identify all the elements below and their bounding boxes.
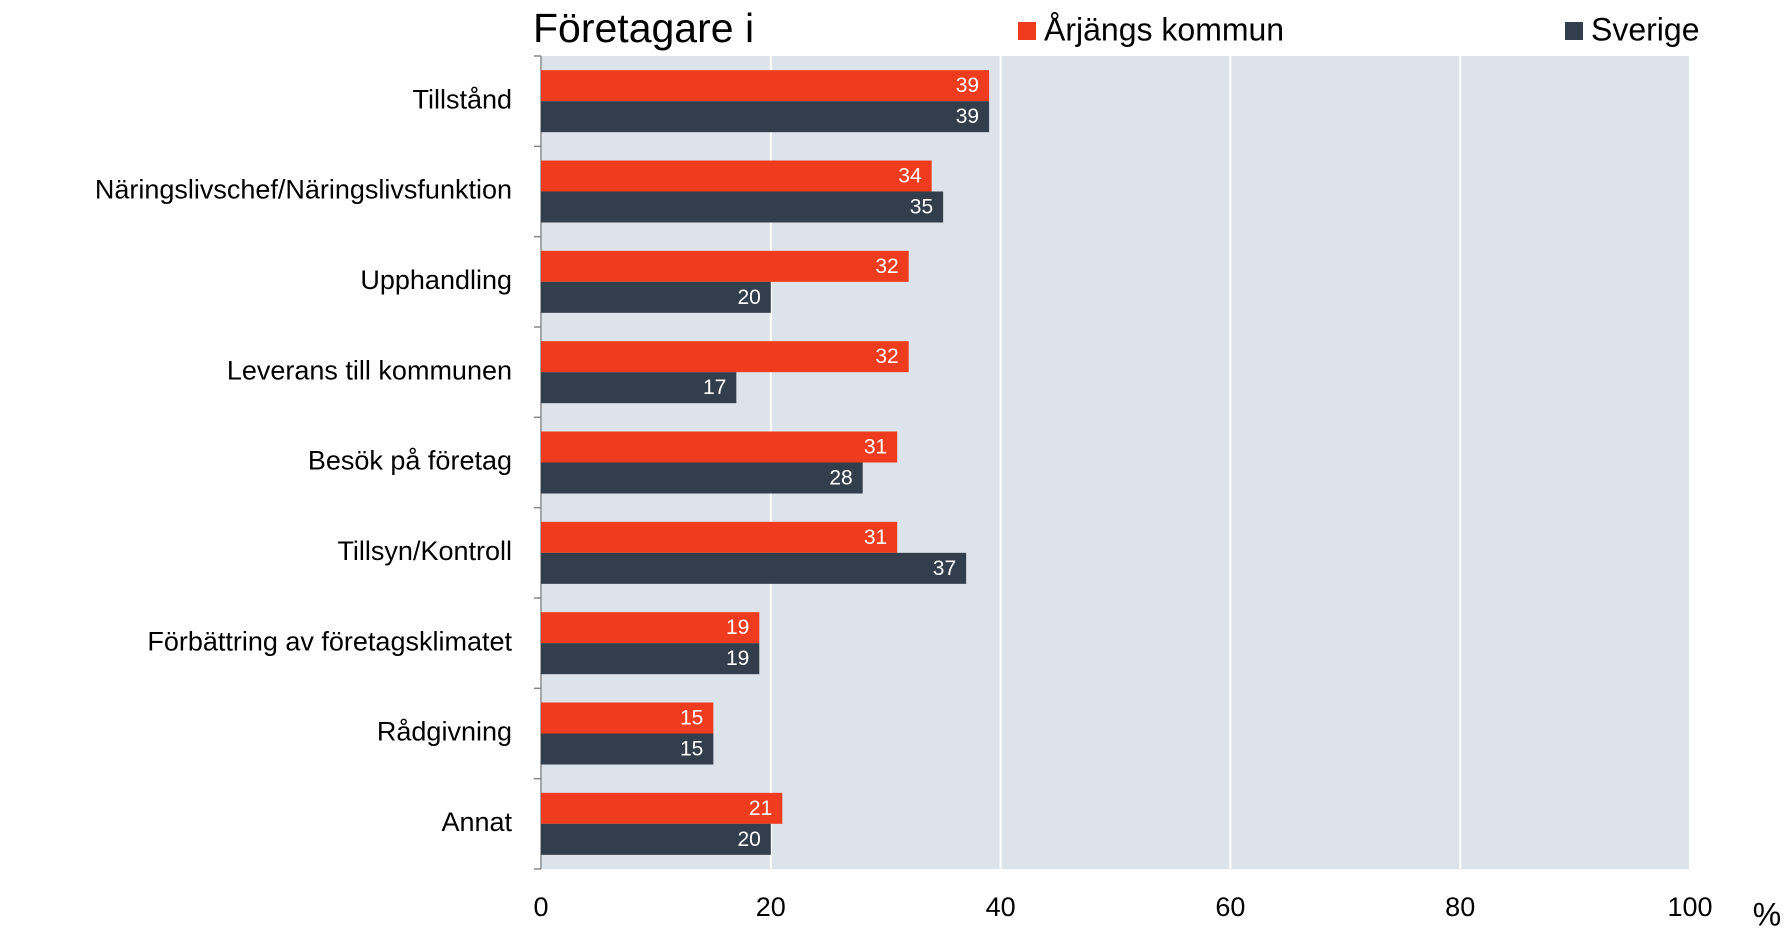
legend-label: Årjängs kommun: [1044, 11, 1284, 47]
value-label: 28: [829, 467, 852, 490]
bar: [541, 643, 760, 675]
x-tick-label: 20: [756, 892, 786, 922]
value-label: 35: [910, 196, 933, 219]
chart-title: Företagare i: [533, 5, 754, 51]
y-tick-label: Leverans till kommunen: [227, 355, 512, 385]
bar: [541, 733, 714, 765]
value-label: 32: [875, 345, 898, 368]
x-tick-label: 60: [1215, 892, 1245, 922]
value-label: 21: [749, 797, 772, 820]
legend-swatch: [1018, 22, 1036, 40]
bar: [541, 160, 932, 192]
bar: [541, 462, 863, 494]
y-tick-label: Besök på företag: [308, 446, 512, 476]
legend-swatch: [1565, 22, 1583, 40]
y-tick-label: Annat: [441, 807, 512, 837]
x-axis-label: %: [1753, 896, 1781, 931]
value-label: 19: [726, 647, 749, 670]
value-label: 19: [726, 616, 749, 639]
value-label: 34: [898, 165, 922, 188]
x-tick-label: 100: [1667, 892, 1712, 922]
value-label: 39: [956, 105, 979, 128]
x-tick-label: 0: [533, 892, 548, 922]
y-tick-label: Förbättring av företagsklimatet: [147, 626, 512, 656]
value-label: 15: [680, 738, 703, 761]
x-tick-label: 40: [986, 892, 1016, 922]
bar: [541, 281, 771, 313]
bar: [541, 431, 898, 463]
bar: [541, 792, 783, 824]
y-tick-label: Tillstånd: [412, 84, 512, 114]
value-label: 32: [875, 255, 898, 278]
y-tick-label: Rådgivning: [377, 717, 512, 747]
bar: [541, 552, 967, 584]
bar: [541, 70, 990, 102]
y-tick-label: Näringslivschef/Näringslivsfunktion: [95, 175, 512, 205]
y-tick-label: Tillsyn/Kontroll: [337, 536, 512, 566]
bar: [541, 372, 737, 404]
bar: [541, 612, 760, 644]
bar: [541, 101, 990, 133]
y-tick-label: Upphandling: [360, 265, 512, 295]
legend-label: Sverige: [1591, 11, 1700, 47]
bar: [541, 521, 898, 553]
bar: [541, 823, 771, 855]
bar: [541, 702, 714, 734]
value-label: 20: [737, 286, 760, 309]
value-label: 15: [680, 707, 703, 730]
value-label: 37: [933, 557, 956, 580]
value-label: 20: [737, 828, 760, 851]
value-label: 31: [864, 526, 887, 549]
value-label: 39: [956, 74, 979, 97]
bar: [541, 250, 909, 282]
value-label: 17: [703, 376, 726, 399]
x-tick-label: 80: [1445, 892, 1475, 922]
bar: [541, 341, 909, 373]
bar: [541, 191, 944, 223]
value-label: 31: [864, 436, 887, 459]
